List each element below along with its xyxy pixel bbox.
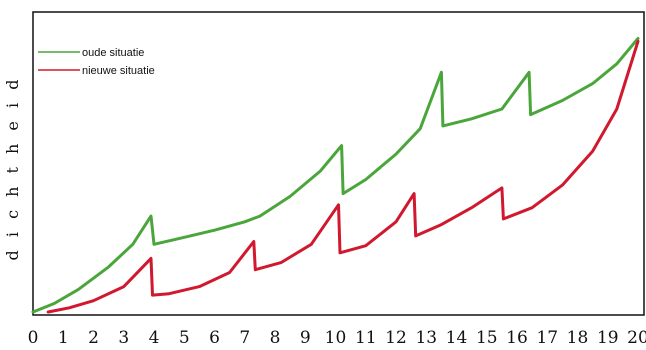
x-tick-label: 16 (506, 328, 528, 348)
x-tick-label: 7 (239, 328, 250, 348)
legend-label-oude-situatie: oude situatie (82, 47, 144, 59)
y-axis-label: d i c h t h e i d (3, 76, 22, 261)
legend-label-nieuwe-situatie: nieuwe situatie (82, 65, 155, 77)
x-tick-label: 14 (446, 328, 468, 348)
x-tick-label: 2 (88, 328, 99, 348)
x-tick-label: 11 (355, 328, 377, 348)
x-tick-label: 4 (149, 328, 160, 348)
series-line-oude-situatie (31, 37, 640, 314)
x-tick-label: 19 (597, 328, 619, 348)
x-tick-label: 15 (476, 328, 498, 348)
x-tick-label: 20 (627, 328, 646, 348)
x-tick-label: 6 (209, 328, 220, 348)
x-tick-label: 9 (300, 328, 311, 348)
x-tick-label: 18 (567, 328, 589, 348)
x-tick-label: 0 (28, 328, 39, 348)
x-tick-labels: 0 1 2 3 4 5 6 7 8 9 10 11 12 13 14 15 16 17 18 19 20 (28, 328, 646, 348)
x-tick-label: 1 (58, 328, 69, 348)
plot-frame (32, 11, 645, 316)
x-tick-label: 3 (118, 328, 129, 348)
x-tick-label: 17 (536, 328, 558, 348)
x-tick-label: 5 (179, 328, 190, 348)
legend: oude situatie nieuwe situatie (38, 47, 155, 77)
x-tick-label: 12 (385, 328, 407, 348)
series-layer (31, 37, 640, 314)
x-tick-label: 13 (415, 328, 437, 348)
x-tick-label: 10 (325, 328, 347, 348)
series-line-nieuwe-situatie (46, 39, 640, 314)
x-tick-label: 8 (270, 328, 281, 348)
